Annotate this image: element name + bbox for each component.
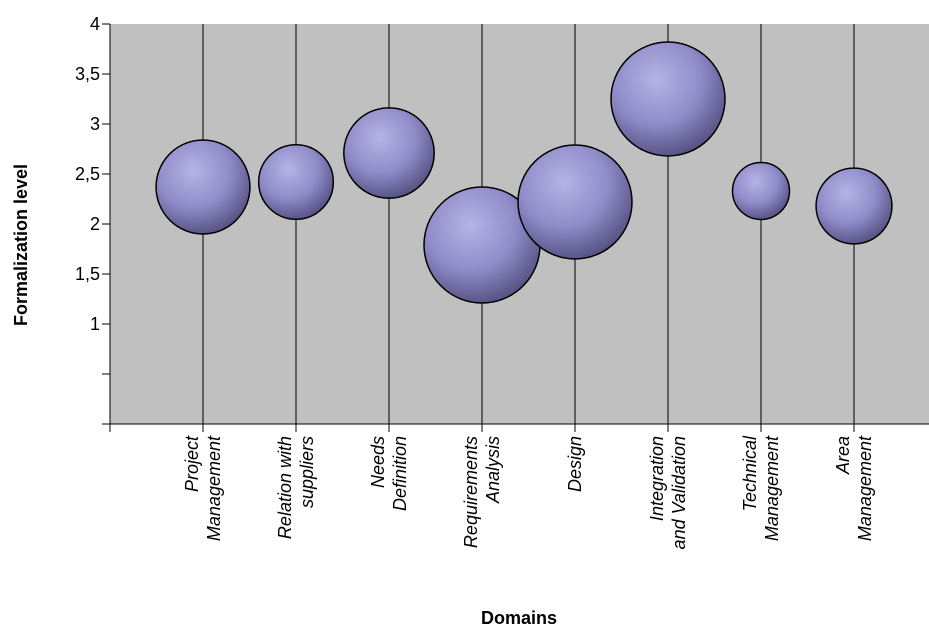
bubble — [155, 139, 251, 235]
y-tick-label: 2,5 — [75, 164, 100, 184]
bubble — [731, 161, 791, 221]
bubble — [517, 144, 633, 260]
y-tick-label: 1,5 — [75, 264, 100, 284]
category-labels: Project Management Relation with suppliers N… — [182, 435, 875, 549]
category-lines — [202, 24, 855, 424]
x-tick-label: Project Management — [182, 435, 224, 541]
x-tick-label: Design — [565, 436, 585, 492]
y-tick-label: 3 — [90, 114, 100, 134]
x-tick-label: Requirements Analysis — [461, 436, 503, 548]
y-tick-label: 3,5 — [75, 64, 100, 84]
x-tick-label: Needs Definition — [368, 436, 410, 511]
y-tick-label: 2 — [90, 214, 100, 234]
y-tick-label: 1 — [90, 314, 100, 334]
y-axis: 4 3,5 3 2,5 2 1,5 1 — [75, 14, 111, 425]
bubble — [343, 107, 435, 199]
bubble — [610, 41, 726, 157]
x-tick-label: Integration and Validation — [647, 436, 689, 549]
x-tick-label: Area Management — [833, 435, 875, 541]
y-axis-title: Formalization level — [11, 164, 31, 326]
x-axis-title: Domains — [481, 608, 557, 628]
bubble — [257, 143, 335, 221]
x-axis — [109, 423, 929, 432]
bubbles — [155, 41, 893, 304]
y-tick-label: 4 — [90, 14, 100, 34]
x-tick-label: Relation with suppliers — [275, 436, 317, 539]
bubble — [815, 167, 893, 245]
x-tick-label: Technical Management — [740, 435, 782, 541]
